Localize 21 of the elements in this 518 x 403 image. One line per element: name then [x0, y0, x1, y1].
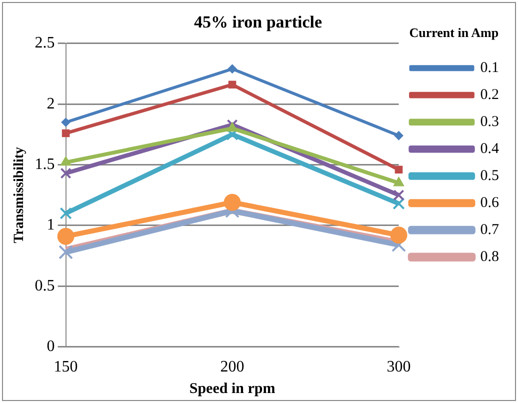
- legend-label: 0.6: [480, 195, 500, 212]
- y-tick-label: 1: [46, 216, 55, 234]
- x-tick-label: 150: [54, 358, 78, 376]
- legend-label: 0.7: [480, 222, 500, 238]
- legend-title: Current in Amp: [409, 24, 499, 40]
- x-tick-label: 300: [386, 358, 411, 376]
- legend-label: 0.2: [480, 87, 499, 104]
- y-tick-label: 0: [46, 338, 55, 356]
- legend-label: 0.5: [480, 168, 499, 184]
- x-tick-label: 200: [220, 358, 244, 376]
- chart-title: 45% iron particle: [194, 12, 323, 32]
- legend-label: 0.8: [480, 249, 499, 266]
- legend-label: 0.1: [480, 60, 499, 76]
- legend-label: 0.4: [480, 141, 500, 158]
- y-axis-title: Transmissibility: [12, 147, 28, 244]
- x-axis-title: Speed in rpm: [189, 380, 276, 397]
- y-tick-label: 2: [46, 95, 55, 112]
- y-tick-label: 0.5: [34, 277, 55, 294]
- y-tick-label: 2.5: [34, 34, 55, 52]
- legend-label: 0.3: [480, 114, 499, 130]
- y-tick-label: 1.5: [34, 156, 55, 173]
